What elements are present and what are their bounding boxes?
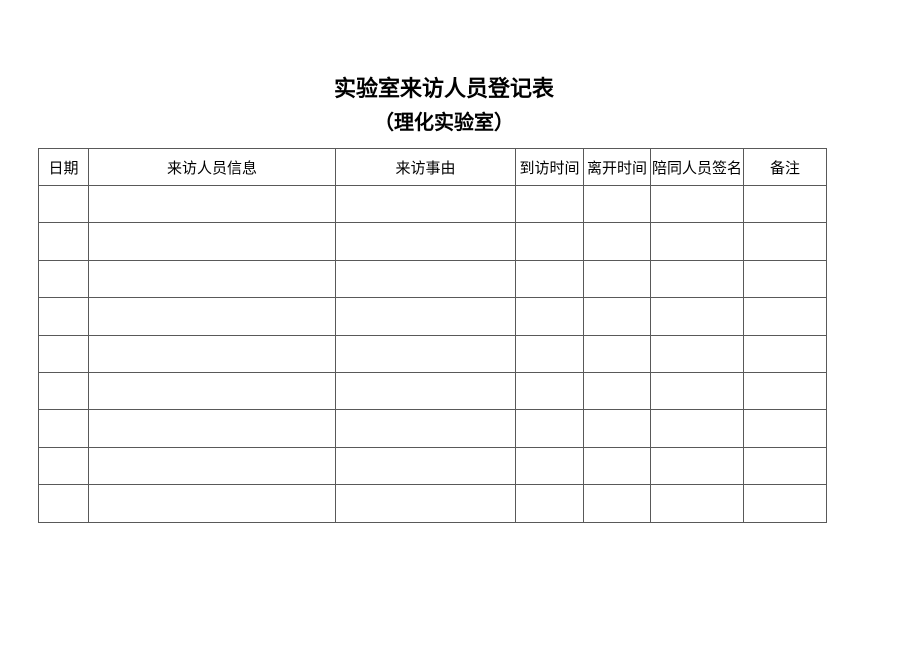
empty-cell	[743, 334, 827, 373]
table-row	[38, 184, 827, 224]
empty-cell	[515, 222, 584, 261]
table-row	[38, 259, 827, 299]
empty-cell	[515, 184, 584, 224]
empty-cell	[335, 259, 516, 299]
empty-cell	[743, 184, 827, 224]
empty-cell	[335, 334, 516, 373]
header-cell-date: 日期	[38, 148, 89, 186]
header-cell-visit-reason: 来访事由	[335, 148, 516, 186]
empty-cell	[38, 409, 89, 448]
empty-cell	[650, 222, 744, 261]
empty-cell	[650, 259, 744, 299]
empty-cell	[650, 334, 744, 373]
empty-cell	[515, 371, 584, 411]
empty-cell	[335, 184, 516, 224]
empty-cell	[743, 371, 827, 411]
document-subtitle: （理化实验室）	[374, 112, 514, 134]
empty-cell	[38, 259, 89, 299]
table-row	[38, 409, 827, 448]
empty-cell	[88, 371, 336, 411]
table-row	[38, 297, 827, 336]
header-cell-departure-time: 离开时间	[583, 148, 651, 186]
empty-cell	[335, 371, 516, 411]
empty-cell	[515, 484, 584, 523]
empty-cell	[743, 409, 827, 448]
table-row	[38, 446, 827, 486]
header-cell-escort-signature: 陪同人员签名	[650, 148, 744, 186]
table-row	[38, 334, 827, 373]
empty-cell	[88, 259, 336, 299]
visitor-registration-table: 日期 来访人员信息 来访事由 到访时间 离开时间 陪同人员签名 备注	[38, 148, 827, 523]
document-title: 实验室来访人员登记表	[333, 76, 555, 101]
empty-cell	[335, 484, 516, 523]
empty-cell	[335, 297, 516, 336]
empty-cell	[335, 409, 516, 448]
empty-cell	[583, 446, 651, 486]
header-cell-arrival-time: 到访时间	[515, 148, 584, 186]
table-row	[38, 371, 827, 411]
empty-cell	[515, 259, 584, 299]
empty-cell	[88, 222, 336, 261]
empty-cell	[88, 409, 336, 448]
empty-cell	[583, 222, 651, 261]
empty-cell	[583, 409, 651, 448]
empty-cell	[38, 222, 89, 261]
empty-cell	[335, 222, 516, 261]
table-body	[38, 184, 827, 523]
empty-cell	[743, 446, 827, 486]
empty-cell	[515, 297, 584, 336]
empty-cell	[38, 184, 89, 224]
empty-cell	[38, 297, 89, 336]
empty-cell	[515, 334, 584, 373]
empty-cell	[583, 334, 651, 373]
empty-cell	[88, 184, 336, 224]
empty-cell	[650, 484, 744, 523]
empty-cell	[38, 446, 89, 486]
empty-cell	[743, 259, 827, 299]
empty-cell	[335, 446, 516, 486]
empty-cell	[515, 409, 584, 448]
empty-cell	[650, 297, 744, 336]
header-cell-remarks: 备注	[743, 148, 827, 186]
empty-cell	[88, 446, 336, 486]
empty-cell	[743, 484, 827, 523]
empty-cell	[38, 371, 89, 411]
empty-cell	[583, 371, 651, 411]
table-row	[38, 222, 827, 261]
empty-cell	[583, 259, 651, 299]
empty-cell	[88, 484, 336, 523]
empty-cell	[583, 484, 651, 523]
empty-cell	[743, 222, 827, 261]
empty-cell	[583, 297, 651, 336]
empty-cell	[650, 409, 744, 448]
empty-cell	[88, 334, 336, 373]
empty-cell	[515, 446, 584, 486]
empty-cell	[650, 184, 744, 224]
header-cell-visitor-info: 来访人员信息	[88, 148, 336, 186]
empty-cell	[650, 371, 744, 411]
empty-cell	[38, 334, 89, 373]
table-row	[38, 484, 827, 523]
empty-cell	[38, 484, 89, 523]
empty-cell	[743, 297, 827, 336]
header-row: 日期 来访人员信息 来访事由 到访时间 离开时间 陪同人员签名 备注	[38, 148, 827, 186]
empty-cell	[583, 184, 651, 224]
empty-cell	[88, 297, 336, 336]
empty-cell	[650, 446, 744, 486]
